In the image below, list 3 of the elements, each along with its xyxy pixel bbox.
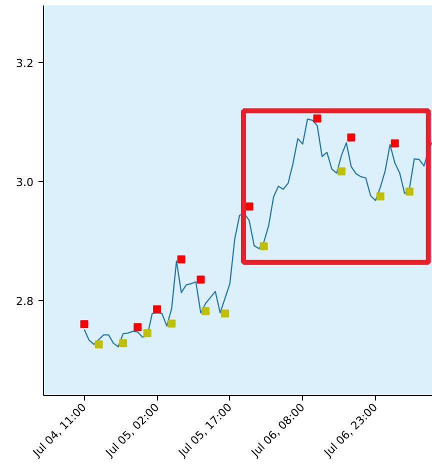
y-tick-label: 2.8	[16, 294, 34, 308]
y-tick-label: 3.2	[16, 57, 34, 70]
y-tick-label: 3.0	[16, 176, 34, 189]
